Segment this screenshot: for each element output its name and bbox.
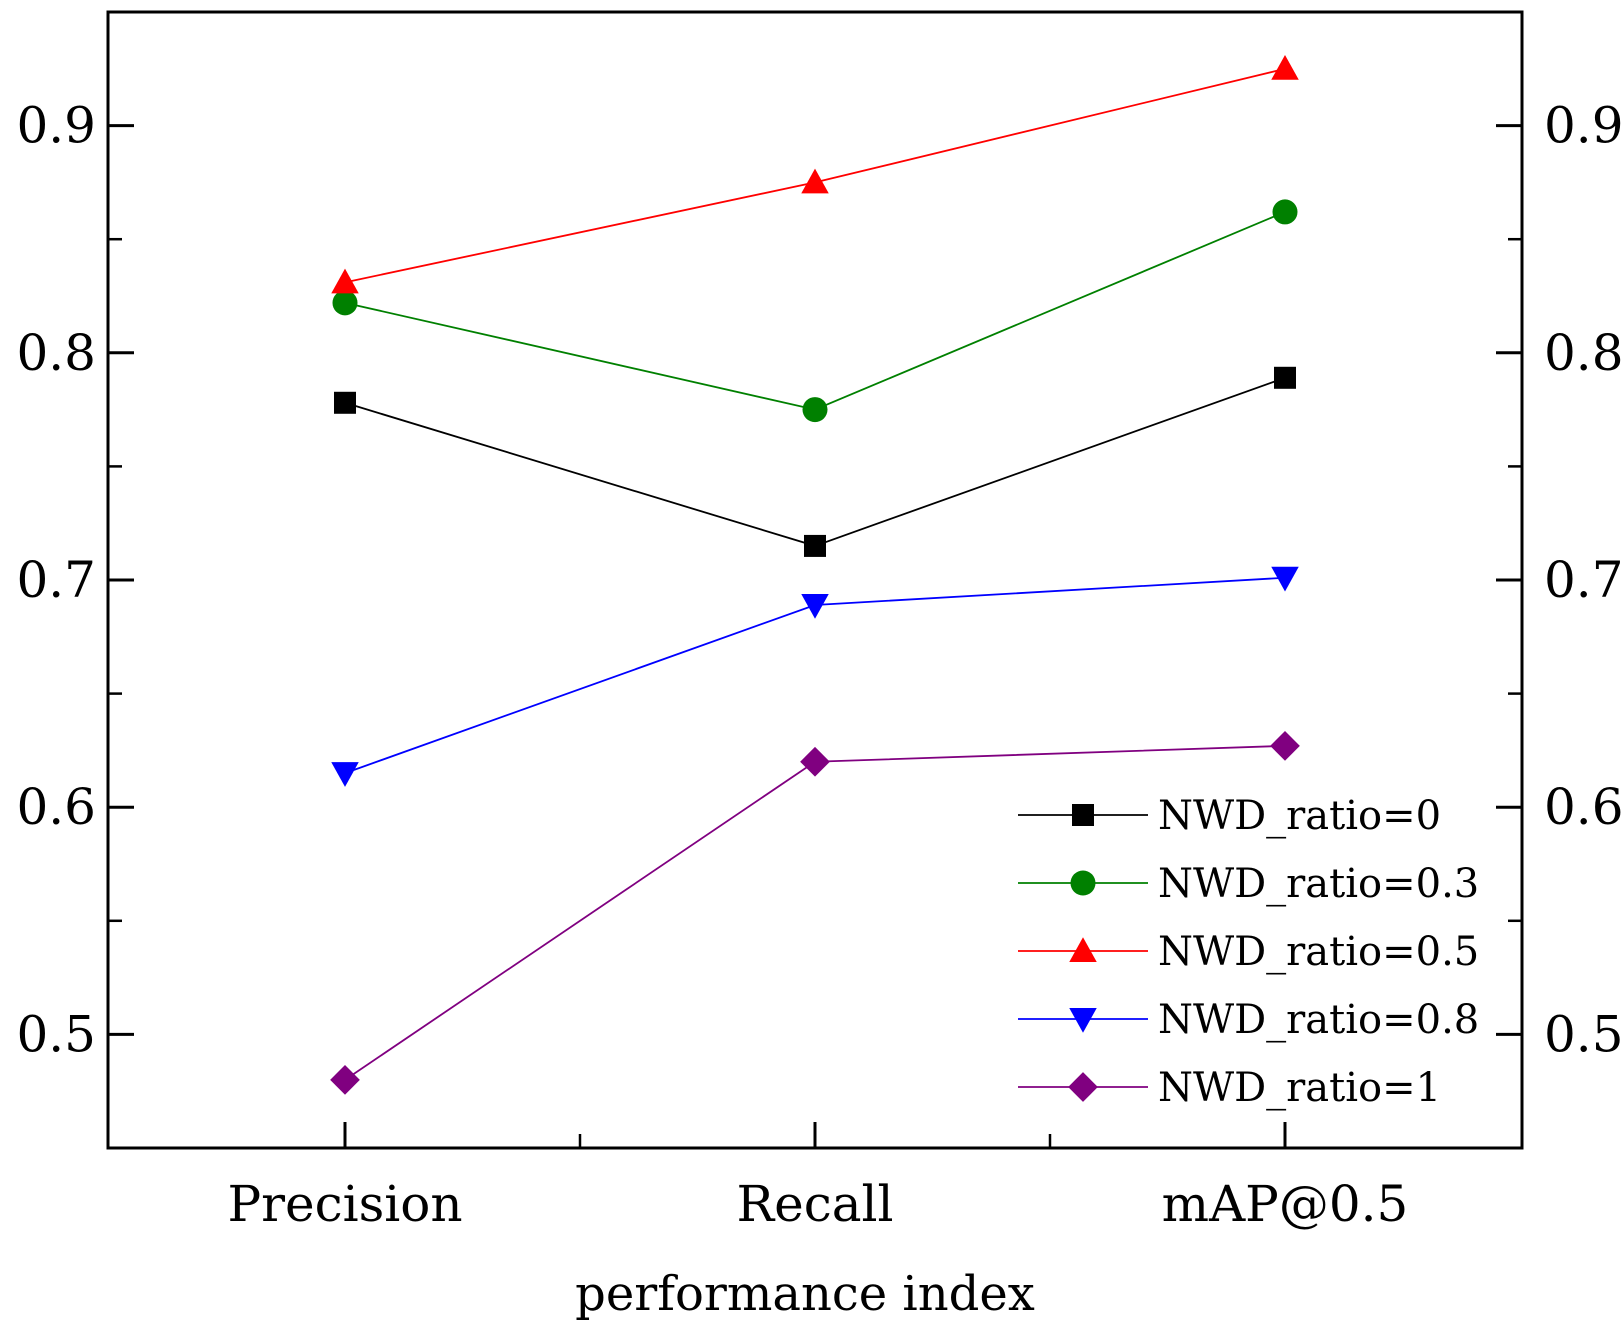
data-point	[334, 391, 356, 414]
data-point	[330, 1064, 360, 1095]
data-point	[1271, 55, 1299, 80]
data-point	[332, 290, 358, 316]
y-tick-label-left: 0.5	[16, 1005, 96, 1063]
legend-item: NWD_ratio=0	[1018, 793, 1441, 839]
legend-label: NWD_ratio=0.3	[1158, 861, 1479, 907]
legend-label: NWD_ratio=1	[1158, 1065, 1441, 1111]
data-point	[1272, 199, 1298, 225]
data-point	[801, 593, 829, 619]
x-tick-label: mAP@0.5	[1162, 1175, 1409, 1233]
y-tick-label-left: 0.7	[16, 551, 96, 609]
data-point	[800, 746, 830, 777]
series-NWD_ratio=1	[330, 731, 1300, 1095]
x-tick-label: Recall	[736, 1175, 893, 1233]
legend-marker	[1068, 1072, 1098, 1102]
legend-item: NWD_ratio=0.8	[1018, 997, 1479, 1043]
legend-item: NWD_ratio=0.3	[1018, 861, 1479, 907]
series-NWD_ratio=0	[334, 366, 1296, 557]
y-tick-label-right: 0.5	[1544, 1005, 1624, 1063]
legend-label: NWD_ratio=0	[1158, 793, 1441, 839]
y-tick-label-right: 0.8	[1544, 324, 1624, 382]
legend-marker	[1072, 804, 1094, 826]
series-line	[344, 211, 1286, 411]
legend-label: NWD_ratio=0.8	[1158, 997, 1479, 1043]
legend-marker	[1069, 1008, 1097, 1033]
x-axis-title: performance index	[575, 1266, 1035, 1322]
series-layer	[330, 55, 1300, 1095]
y-tick-label-right: 0.9	[1544, 97, 1624, 155]
axes-layer: 0.5 0.5 0.6 0.6 0.7 0.7 0.8 0.8 0.9 0.9 Precision R…	[16, 10, 1624, 1233]
legend-marker	[1070, 870, 1096, 896]
data-point	[1271, 566, 1299, 592]
y-tick-label-left: 0.6	[16, 778, 96, 836]
data-point	[331, 268, 359, 294]
data-point	[1270, 731, 1300, 761]
data-point	[802, 397, 828, 423]
series-NWD_ratio=0.5	[331, 55, 1299, 294]
data-point	[804, 534, 826, 557]
x-tick-label: Precision	[227, 1175, 462, 1233]
series-NWD_ratio=0.8	[331, 566, 1299, 787]
legend-item: NWD_ratio=1	[1018, 1065, 1441, 1111]
data-point	[1274, 366, 1296, 389]
y-tick-label-left: 0.9	[16, 97, 96, 155]
data-point	[801, 168, 829, 194]
legend-marker	[1069, 937, 1097, 962]
y-tick-label-right: 0.6	[1544, 778, 1624, 836]
y-tick-label-right: 0.7	[1544, 551, 1624, 609]
legend-label: NWD_ratio=0.5	[1158, 929, 1479, 975]
y-tick-label-left: 0.8	[16, 324, 96, 382]
series-NWD_ratio=0.3	[332, 199, 1298, 423]
data-point	[331, 762, 359, 787]
series-line	[344, 744, 1286, 1081]
legend-item: NWD_ratio=0.5	[1018, 929, 1479, 975]
legend: NWD_ratio=0 NWD_ratio=0.3 NWD_ratio=0.5 NWD…	[1018, 793, 1479, 1111]
